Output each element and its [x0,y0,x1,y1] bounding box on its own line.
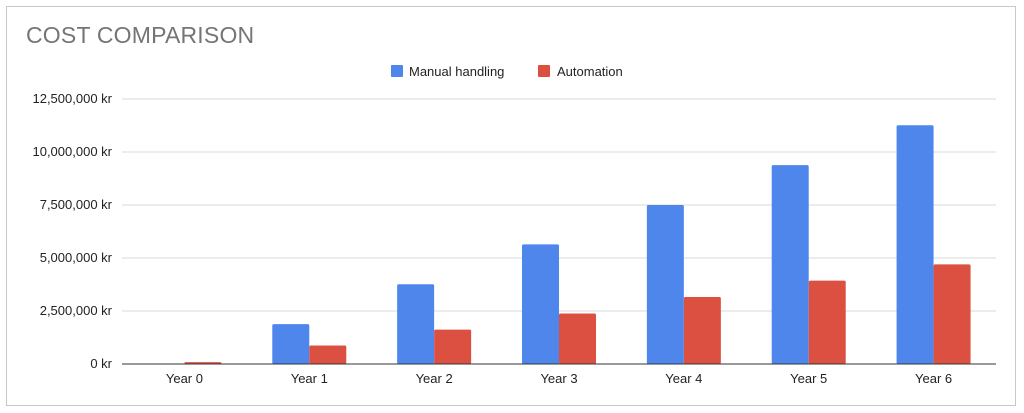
bar-automation[interactable] [808,280,846,364]
legend-label: Manual handling [409,64,504,79]
y-tick-label: 7,500,000 kr [40,197,113,212]
legend-label: Automation [557,64,623,79]
bar-automation[interactable] [933,264,971,364]
bar-manual[interactable] [646,205,684,364]
legend-swatch [538,65,550,77]
x-tick-label: Year 1 [291,371,328,386]
x-tick-label: Year 0 [166,371,203,386]
bar-layer [184,125,971,365]
chart-title: COST COMPARISON [26,22,255,48]
y-tick-label: 2,500,000 kr [40,303,113,318]
x-tick-label: Year 3 [540,371,577,386]
x-tick-label: Year 5 [790,371,827,386]
legend: Manual handling Automation [391,64,623,79]
y-tick-label: 0 kr [90,356,112,371]
bar-automation[interactable] [309,345,347,364]
bar-automation[interactable] [434,329,472,364]
y-tick-label: 10,000,000 kr [32,144,112,159]
bar-automation[interactable] [683,297,721,364]
y-tick-label: 12,500,000 kr [32,91,112,106]
x-tick-label: Year 4 [665,371,702,386]
x-tick-label: Year 2 [416,371,453,386]
bar-manual[interactable] [522,244,559,364]
bar-manual[interactable] [272,324,310,364]
bar-automation[interactable] [559,313,596,364]
chart-frame [6,6,1016,406]
bar-manual[interactable] [397,284,435,364]
axis-layer: 0 kr 2,500,000 kr 5,000,000 kr 7,500,000 kr… [32,91,996,386]
bar-manual[interactable] [771,165,809,364]
bar-manual[interactable] [896,125,934,365]
y-tick-label: 5,000,000 kr [40,250,113,265]
x-tick-label: Year 6 [915,371,952,386]
legend-swatch [391,65,403,77]
